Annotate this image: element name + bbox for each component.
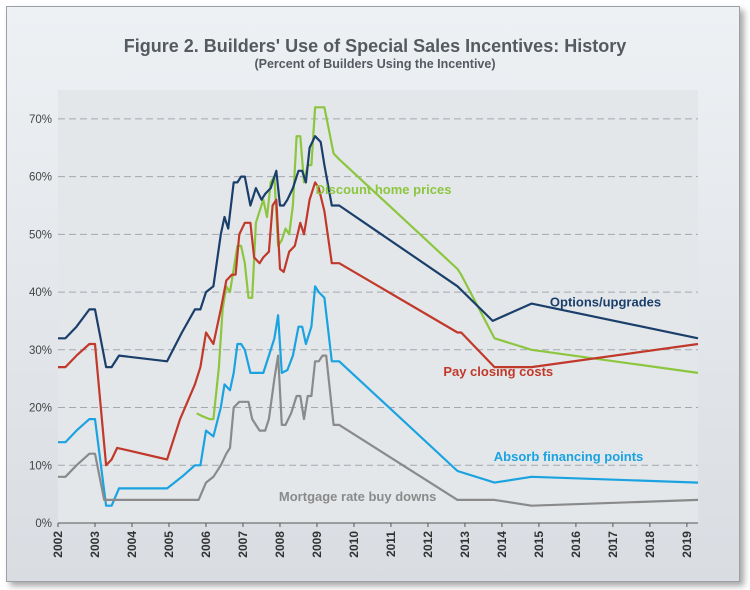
series-label: Absorb financing points (494, 449, 644, 464)
x-tick-label: 2014 (495, 531, 509, 558)
y-tick-label: 50% (29, 229, 52, 241)
series-line-options-upgrades (58, 135, 699, 369)
series-label: Mortgage rate buy downs (279, 489, 436, 504)
x-tick-label: 2011 (384, 531, 398, 557)
x-axis: 2002 2003 2004 2005 2006 2007 2008 2009 2010 2011… (51, 523, 694, 558)
plot-area (58, 90, 698, 523)
chart-subtitle: (Percent of Builders Using the Incentive… (254, 57, 496, 71)
x-tick-label: 2009 (310, 531, 324, 558)
y-tick-label: 10% (29, 460, 52, 472)
x-tick-label: 2017 (606, 531, 620, 558)
x-tick-label: 2006 (199, 531, 213, 558)
x-tick-label: 2012 (421, 531, 435, 558)
grid-lines (58, 118, 698, 466)
series-labels: Discount home prices Options/upgrades Pay … (279, 182, 661, 504)
x-tick-label: 2002 (51, 531, 65, 558)
x-tick-label: 2015 (532, 531, 546, 558)
chart-title: Figure 2. Builders' Use of Special Sales… (123, 36, 627, 56)
x-tick-label: 2005 (162, 531, 176, 558)
x-tick-label: 2010 (347, 531, 361, 558)
x-tick-label: 2004 (125, 531, 139, 558)
y-axis: 0% 10% 20% 30% 40% 50% 60% 70% (29, 114, 52, 530)
y-tick-label: 30% (29, 345, 52, 357)
x-tick-label: 2018 (643, 531, 657, 558)
series-label: Options/upgrades (550, 295, 661, 310)
series-line-pay-closing-costs (58, 181, 699, 467)
series-line-absorb-financing-points (58, 285, 699, 507)
y-tick-label: 70% (29, 114, 52, 126)
series-line-mortgage-rate-buy-downs (58, 354, 699, 507)
x-tick-label: 2008 (273, 531, 287, 558)
x-tick-label: 2013 (458, 531, 472, 558)
series-lines (58, 106, 699, 507)
y-tick-label: 40% (29, 287, 52, 299)
y-tick-label: 20% (29, 403, 52, 415)
x-tick-label: 2016 (569, 531, 583, 558)
y-tick-label: 0% (35, 518, 52, 530)
y-tick-label: 60% (29, 172, 52, 184)
series-label: Discount home prices (316, 182, 452, 197)
series-label: Pay closing costs (443, 364, 553, 379)
x-tick-label: 2007 (236, 531, 250, 558)
x-tick-label: 2019 (680, 531, 694, 558)
x-tick-label: 2003 (88, 531, 102, 558)
